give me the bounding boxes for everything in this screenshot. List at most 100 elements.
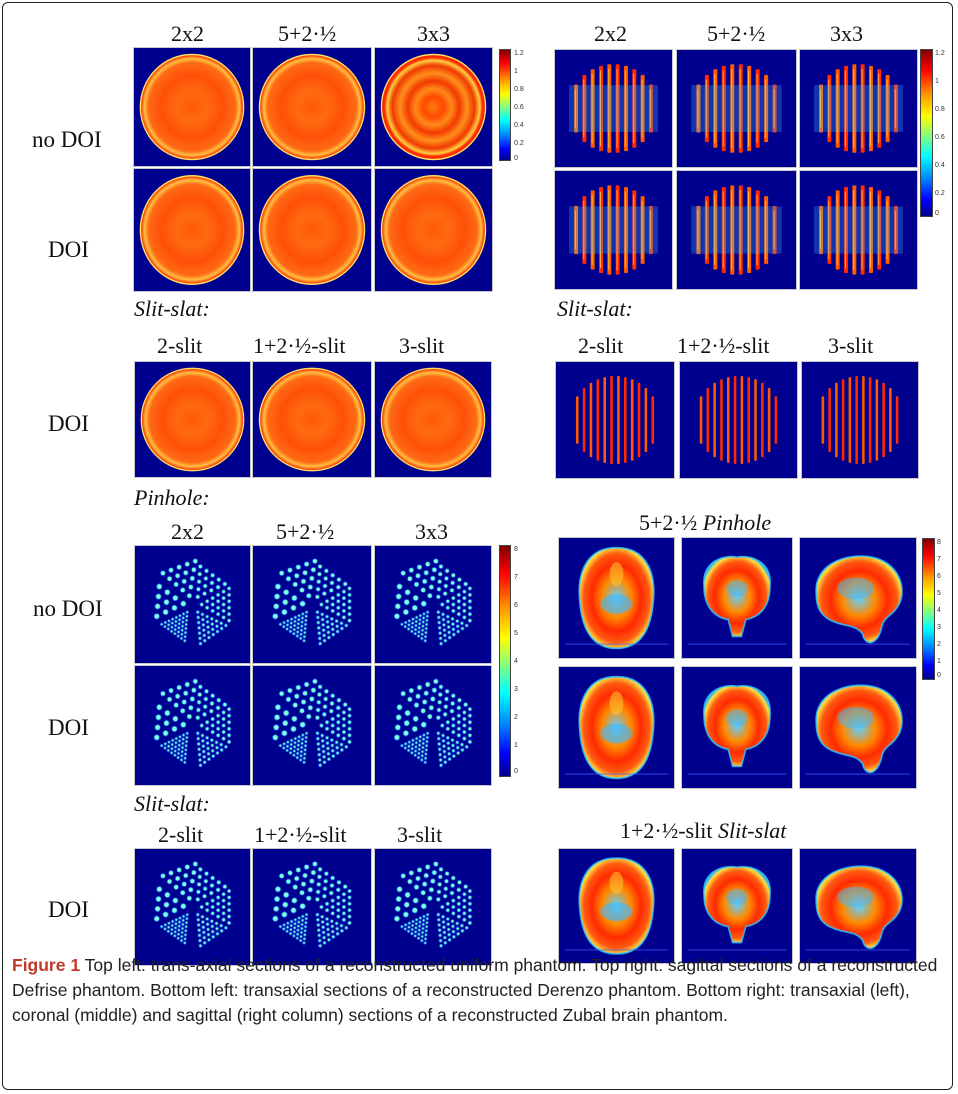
uniform-image-graphic: [253, 169, 371, 291]
colorbar-tick: 4: [514, 658, 518, 665]
derenzo-image: [252, 545, 372, 664]
slitslat-uniform-section-label: Slit-slat:: [134, 296, 210, 321]
colorbar-tick: 7: [514, 574, 518, 581]
defrise-image: [799, 49, 918, 168]
slitslat-derenzo-row-doi: DOI: [48, 897, 89, 922]
derenzo-image: [374, 665, 492, 786]
zubal-pinhole-title-plain: 5+2·½: [639, 510, 703, 535]
uniform-image: [133, 47, 251, 167]
uniform-image: [133, 168, 251, 292]
defrise-image: [555, 361, 675, 479]
slitslat-derenzo-header-2slit: 2-slit: [158, 822, 204, 847]
colorbar-tick: 0.2: [935, 190, 945, 197]
defrise-image: [801, 361, 919, 479]
colorbar-tick: 1.2: [935, 50, 945, 57]
derenzo-image: [252, 665, 372, 786]
defrise-image-graphic: [677, 50, 796, 167]
colorbar-tick: 0.8: [935, 106, 945, 113]
defrise-header-5plus: 5+2·½: [707, 21, 766, 46]
zubal-image-graphic: [800, 667, 916, 788]
colorbar-tick: 0: [514, 768, 518, 775]
slitslat-defrise-header-2slit: 2-slit: [578, 333, 624, 358]
colorbar-tick: 1: [937, 658, 941, 665]
zubal-image-graphic: [559, 849, 674, 963]
zubal-colorbar: [922, 538, 935, 680]
colorbar-tick: 0: [937, 672, 941, 679]
uniform-image-graphic: [375, 362, 491, 477]
derenzo-image-graphic: [253, 666, 371, 785]
zubal-image: [558, 537, 675, 659]
derenzo-image-graphic: [375, 666, 491, 785]
zubal-image-graphic: [559, 538, 674, 658]
figure-caption-label: Figure 1: [12, 955, 81, 975]
slitslat-uniform-header-3slit: 3-slit: [399, 333, 445, 358]
defrise-image-graphic: [800, 171, 917, 289]
zubal-slitslat-title-plain: 1+2·½-slit: [620, 818, 718, 843]
zubal-image-graphic: [682, 667, 792, 788]
colorbar-tick: 5: [937, 590, 941, 597]
zubal-image-graphic: [800, 538, 916, 658]
slitslat-defrise-header-3slit: 3-slit: [828, 333, 874, 358]
zubal-image: [799, 666, 917, 789]
zubal-image: [681, 537, 793, 659]
zubal-image: [799, 537, 917, 659]
zubal-image-graphic: [559, 667, 674, 788]
colorbar-tick: 0.4: [514, 122, 524, 129]
derenzo-image-graphic: [253, 546, 371, 663]
zubal-pinhole-title: 5+2·½ Pinhole: [639, 512, 771, 534]
slitslat-derenzo-header-1plus: 1+2·½-slit: [254, 822, 347, 847]
uniform-image: [374, 47, 493, 167]
uniform-image-graphic: [375, 169, 492, 291]
colorbar-tick: 1.2: [514, 50, 524, 57]
derenzo-image: [134, 665, 251, 786]
colorbar-tick: 0.6: [935, 134, 945, 141]
derenzo-image: [374, 848, 492, 966]
derenzo-image-graphic: [135, 849, 250, 965]
defrise-image: [799, 170, 918, 290]
uniform-image: [374, 361, 492, 478]
zubal-image-graphic: [800, 849, 916, 963]
uniform-colorbar: [499, 49, 511, 161]
figure-caption: Figure 1 Top left: trans-axial sections …: [12, 953, 944, 1028]
pinhole-row-no-doi: no DOI: [33, 596, 103, 621]
zubal-image: [681, 666, 793, 789]
derenzo-image-graphic: [135, 546, 250, 663]
colorbar-tick: 1: [514, 68, 518, 75]
zubal-slitslat-title-italic: Slit-slat: [717, 818, 787, 843]
defrise-header-3x3: 3x3: [830, 21, 863, 46]
defrise-image: [676, 49, 797, 168]
colorbar-tick: 0.8: [514, 86, 524, 93]
defrise-image: [676, 170, 797, 290]
defrise-image-graphic: [677, 171, 796, 289]
colorbar-tick: 3: [514, 686, 518, 693]
zubal-image: [558, 848, 675, 964]
derenzo-image: [374, 545, 492, 664]
uniform-image: [252, 168, 372, 292]
uniform-row-no-doi: no DOI: [32, 127, 102, 152]
colorbar-tick: 1: [935, 78, 939, 85]
slitslat-uniform-header-2slit: 2-slit: [157, 333, 203, 358]
colorbar-tick: 1: [514, 742, 518, 749]
derenzo-image: [252, 848, 372, 966]
derenzo-image: [134, 545, 251, 664]
uniform-row-doi: DOI: [48, 237, 89, 262]
uniform-image-graphic: [253, 48, 371, 166]
zubal-image: [681, 848, 793, 964]
defrise-image-graphic: [555, 171, 672, 289]
derenzo-colorbar: [499, 545, 511, 777]
uniform-image-graphic: [253, 362, 371, 477]
defrise-colorbar: [920, 49, 933, 217]
colorbar-tick: 0.4: [935, 162, 945, 169]
uniform-header-5plus: 5+2·½: [278, 21, 337, 46]
pinhole-header-3x3: 3x3: [415, 519, 448, 544]
derenzo-image-graphic: [253, 849, 371, 965]
colorbar-tick: 0: [514, 155, 518, 162]
uniform-image-graphic: [135, 362, 250, 477]
zubal-pinhole-title-italic: Pinhole: [702, 510, 772, 535]
pinhole-row-doi: DOI: [48, 715, 89, 740]
zubal-image-graphic: [682, 538, 792, 658]
slitslat-uniform-row-doi: DOI: [48, 411, 89, 436]
zubal-image-graphic: [682, 849, 792, 963]
uniform-image-graphic: [134, 169, 250, 291]
